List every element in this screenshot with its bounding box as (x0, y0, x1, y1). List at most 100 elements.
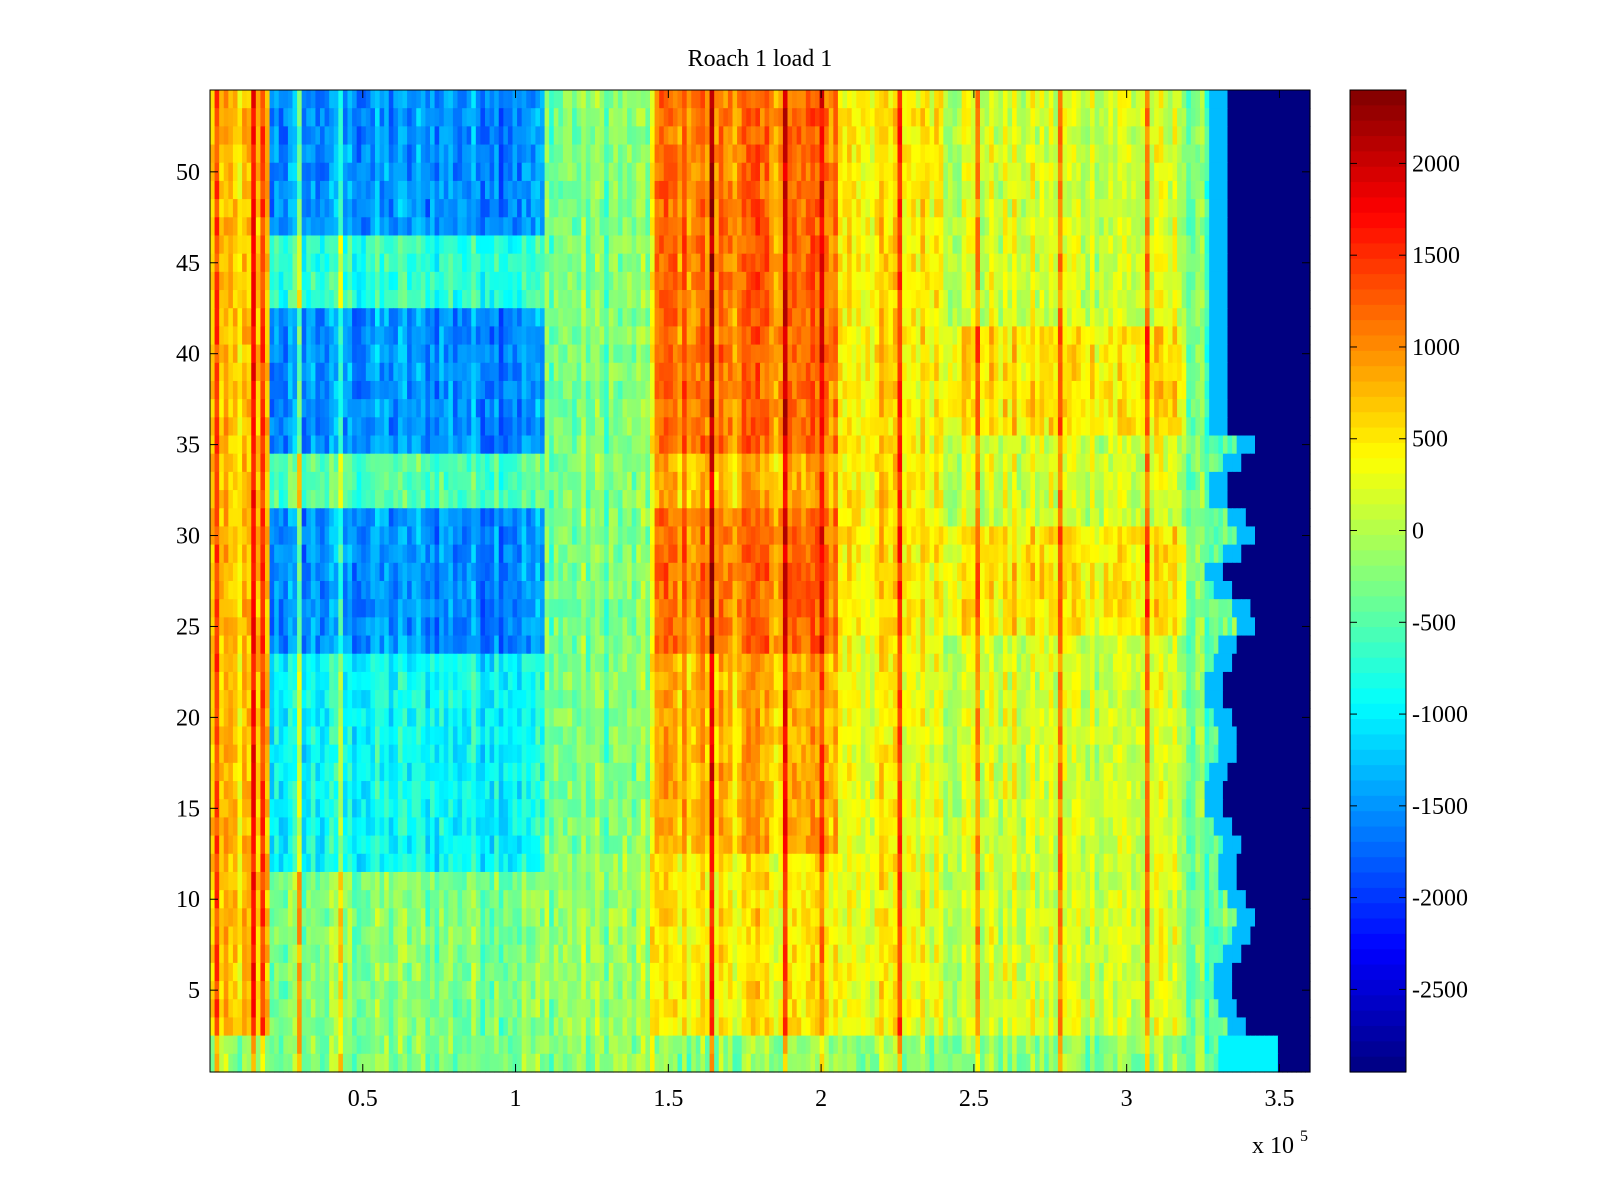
heatmap-cell (489, 253, 495, 273)
heatmap-cell (1090, 217, 1096, 237)
heatmap-cell (448, 308, 454, 328)
heatmap-cell (260, 235, 266, 255)
heatmap-cell (1277, 144, 1284, 164)
heatmap-cell (347, 126, 353, 146)
heatmap-cell (540, 417, 546, 437)
heatmap-cell (338, 180, 344, 200)
heatmap-cell (695, 180, 702, 200)
heatmap-cell (947, 271, 954, 291)
heatmap-cell (507, 308, 514, 328)
heatmap-cell (210, 144, 216, 164)
heatmap-cell (214, 180, 220, 200)
heatmap-cell (741, 362, 747, 382)
heatmap-cell (1305, 380, 1311, 400)
heatmap-cell (617, 253, 624, 273)
heatmap-cell (512, 380, 518, 400)
heatmap-cell (1126, 417, 1132, 437)
heatmap-cell (892, 199, 899, 218)
heatmap-cell (1264, 380, 1270, 400)
heatmap-cell (329, 217, 335, 237)
heatmap-cell (347, 144, 353, 164)
heatmap-cell (828, 180, 834, 200)
heatmap-cell (1126, 308, 1132, 328)
heatmap-cell (251, 344, 257, 364)
heatmap-cell (1094, 399, 1100, 418)
heatmap-cell (1035, 308, 1041, 328)
heatmap-cell (1250, 199, 1256, 218)
heatmap-cell (1154, 144, 1160, 164)
heatmap-cell (1305, 290, 1311, 309)
heatmap-cell (691, 417, 697, 437)
heatmap-cell (975, 380, 981, 400)
heatmap-cell (287, 435, 294, 455)
heatmap-cell (1080, 271, 1087, 291)
heatmap-cell (1131, 362, 1137, 382)
heatmap-cell (952, 362, 958, 382)
heatmap-cell (732, 108, 738, 127)
heatmap-cell (760, 453, 766, 473)
heatmap-cell (810, 271, 816, 291)
heatmap-cell (393, 326, 399, 346)
heatmap-cell (1039, 180, 1045, 200)
heatmap-cell (741, 235, 747, 255)
heatmap-cell (1126, 199, 1132, 218)
heatmap-cell (274, 290, 280, 309)
heatmap-cell (650, 180, 656, 200)
heatmap-cell (498, 162, 504, 182)
heatmap-cell (650, 290, 656, 309)
heatmap-cell (379, 435, 385, 455)
heatmap-cell (970, 144, 977, 164)
heatmap-cell (269, 162, 275, 182)
heatmap-cell (1080, 362, 1087, 382)
heatmap-cell (1108, 326, 1114, 346)
heatmap-cell (787, 126, 793, 146)
heatmap-cell (1200, 199, 1206, 218)
heatmap-cell (883, 180, 889, 200)
heatmap-cell (920, 344, 926, 364)
heatmap-cell (1035, 290, 1041, 309)
heatmap-cell (562, 380, 569, 400)
heatmap-cell (1209, 108, 1215, 127)
heatmap-cell (1103, 126, 1109, 146)
heatmap-cell (732, 271, 738, 291)
heatmap-cell (402, 90, 408, 109)
heatmap-cell (773, 290, 779, 309)
heatmap-cell (815, 162, 821, 182)
heatmap-cell (278, 162, 284, 182)
heatmap-cell (847, 162, 853, 182)
heatmap-cell (329, 326, 335, 346)
heatmap-cell (938, 180, 944, 200)
heatmap-cell (407, 271, 413, 291)
heatmap-cell (970, 253, 977, 273)
heatmap-cell (219, 417, 225, 437)
heatmap-cell (856, 126, 862, 146)
heatmap-cell (219, 362, 225, 382)
heatmap-cell (503, 362, 509, 382)
heatmap-cell (819, 326, 825, 346)
heatmap-cell (365, 253, 372, 273)
heatmap-cell (1167, 180, 1174, 200)
heatmap-cell (1108, 453, 1114, 473)
heatmap-cell (718, 417, 724, 437)
heatmap-cell (686, 326, 692, 346)
heatmap-cell (397, 290, 404, 309)
heatmap-cell (613, 290, 619, 309)
heatmap-cell (425, 290, 431, 309)
heatmap-cell (489, 399, 495, 418)
heatmap-cell (860, 308, 867, 328)
heatmap-cell (792, 417, 798, 437)
heatmap-cell (961, 180, 967, 200)
heatmap-cell (1090, 271, 1096, 291)
heatmap-cell (306, 144, 312, 164)
heatmap-cell (902, 90, 908, 109)
heatmap-cell (741, 290, 747, 309)
heatmap-cell (1222, 162, 1229, 182)
heatmap-cell (283, 435, 289, 455)
heatmap-cell (691, 180, 697, 200)
heatmap-cell (796, 217, 802, 237)
heatmap-cell (242, 380, 248, 400)
heatmap-cell (521, 126, 527, 146)
heatmap-cell (1135, 108, 1142, 127)
heatmap-cell (1273, 435, 1279, 455)
heatmap-cell (640, 290, 647, 309)
